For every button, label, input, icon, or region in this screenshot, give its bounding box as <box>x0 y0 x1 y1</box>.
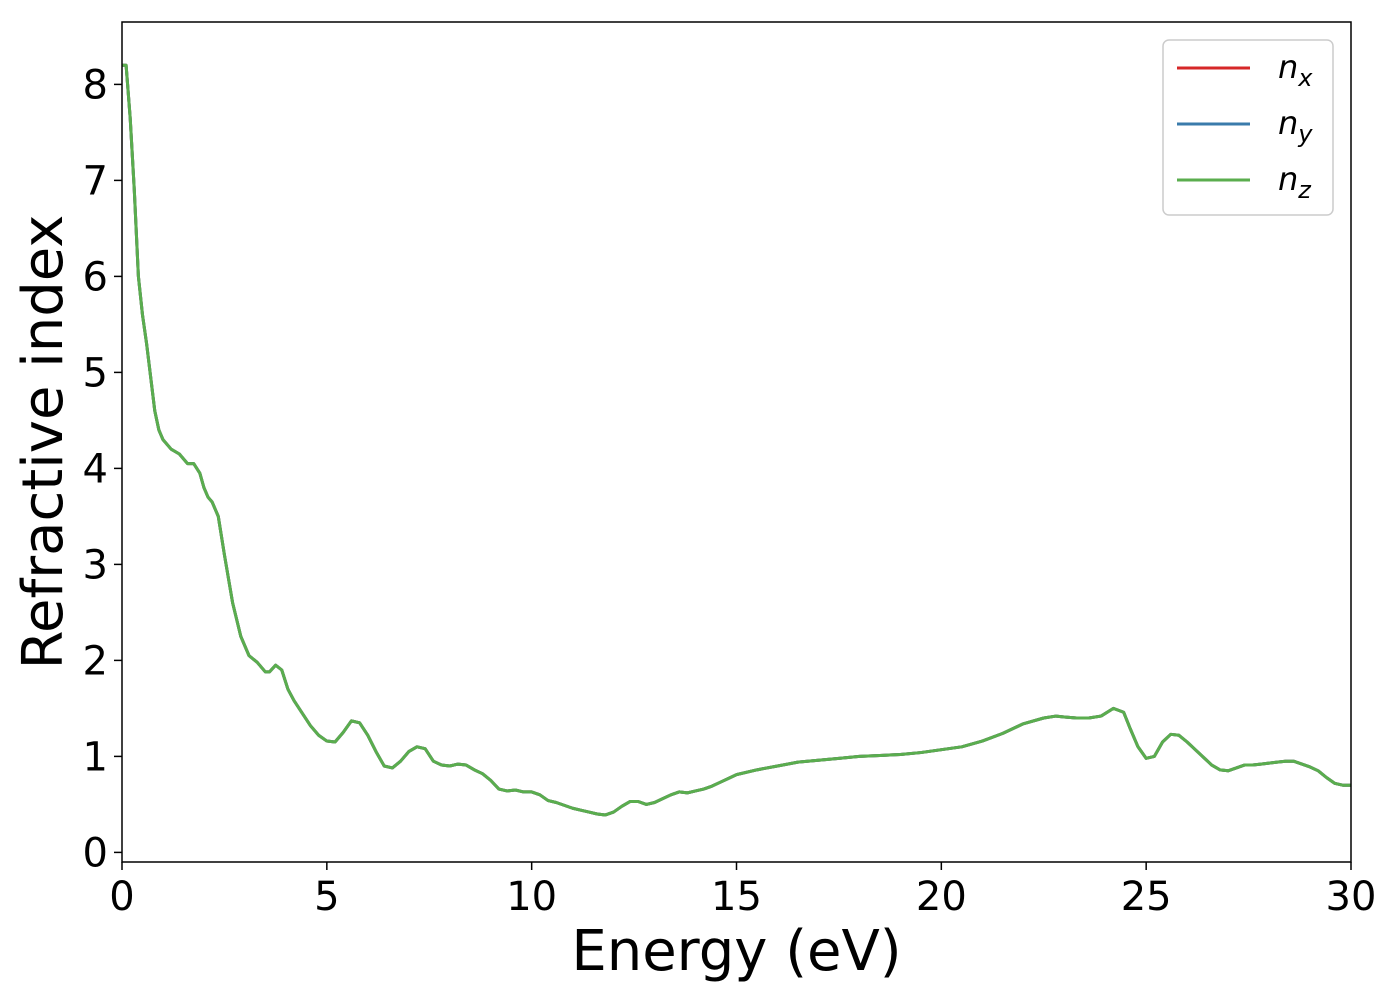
y-axis-label: Refractive index <box>11 215 76 670</box>
y-tick-label: 0 <box>83 830 108 876</box>
y-tick-label: 7 <box>83 158 108 204</box>
y-tick-label: 4 <box>83 446 108 492</box>
x-tick-label: 10 <box>506 874 557 920</box>
y-tick-label: 1 <box>83 734 108 780</box>
x-axis-label: Energy (eV) <box>571 919 901 984</box>
series-line-nz <box>122 63 1351 817</box>
series-layer <box>122 63 1351 817</box>
legend-box <box>1162 39 1334 216</box>
x-tick-label: 0 <box>109 874 134 920</box>
y-axis-ticks: 0 1 2 3 4 5 6 7 8 <box>83 62 122 876</box>
y-tick-label: 2 <box>83 638 108 684</box>
x-axis-ticks: 0 5 10 15 20 25 30 <box>109 862 1376 920</box>
legend: nx ny nz <box>1162 39 1334 216</box>
x-tick-label: 30 <box>1326 874 1377 920</box>
x-tick-label: 15 <box>711 874 762 920</box>
y-tick-label: 6 <box>83 254 108 300</box>
y-tick-label: 8 <box>83 62 108 108</box>
legend-label-nz: nz <box>1278 160 1312 204</box>
y-tick-label: 5 <box>83 350 108 396</box>
x-tick-label: 5 <box>314 874 339 920</box>
x-tick-label: 20 <box>916 874 967 920</box>
legend-label-ny: ny <box>1278 104 1313 148</box>
y-tick-label: 3 <box>83 542 108 588</box>
legend-label-nx: nx <box>1278 48 1313 92</box>
x-tick-label: 25 <box>1121 874 1172 920</box>
